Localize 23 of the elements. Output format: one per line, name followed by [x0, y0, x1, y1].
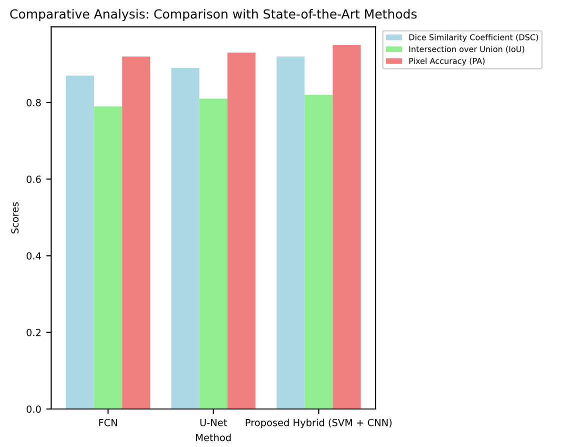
bar — [227, 52, 256, 410]
y-tick-label: 0.4 — [26, 252, 41, 260]
legend-label: Intersection over Union (IoU) — [409, 46, 524, 54]
x-tick-label: U-Net — [200, 419, 227, 426]
y-tick-label: 0.8 — [26, 98, 41, 106]
bar — [66, 76, 94, 410]
legend-label: Dice Similarity Coefficient (DSC) — [409, 34, 538, 42]
bar — [171, 68, 200, 410]
x-axis-title: Method — [196, 434, 231, 442]
y-axis-title: Scores — [11, 202, 19, 234]
bar — [94, 106, 122, 410]
bar — [199, 98, 228, 410]
bar — [304, 94, 333, 410]
bar — [276, 56, 305, 410]
y-tick-label: 0.6 — [26, 176, 41, 183]
bar — [122, 56, 150, 410]
bar — [332, 45, 361, 410]
chart-title: Comparative Analysis: Comparison with State-of-the-Art Methods — [10, 8, 417, 22]
legend-label: Pixel Accuracy (PA) — [409, 58, 485, 66]
y-tick-label: 0.2 — [26, 328, 41, 336]
x-tick-label: FCN — [99, 418, 117, 426]
y-tick-label: 0.0 — [26, 405, 41, 413]
x-tick-label: Proposed Hybrid (SVM + CNN) — [246, 418, 392, 428]
